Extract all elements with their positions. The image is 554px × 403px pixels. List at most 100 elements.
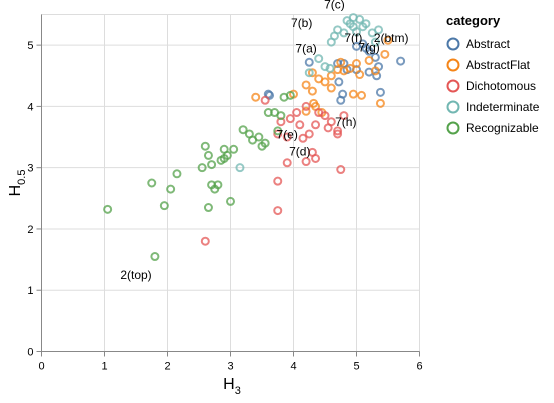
point-recognizable [203, 203, 213, 213]
legend-symbol-recognizable [446, 121, 460, 135]
y-tick-label: 0 [27, 347, 33, 359]
point-abstract [396, 56, 406, 66]
grid-lines [41, 14, 420, 352]
point-recognizable [147, 178, 157, 188]
point-recognizable [150, 252, 160, 262]
point-indeterminate [342, 16, 352, 26]
point-recognizable [166, 184, 176, 194]
point-abstract [375, 87, 385, 97]
point-recognizable [285, 90, 295, 100]
x-tick-label: 4 [290, 361, 296, 373]
x-tick-label: 5 [353, 361, 359, 373]
point-abstractflat [336, 57, 346, 67]
point-indeterminate [348, 22, 358, 32]
point-abstractflat [357, 90, 367, 100]
point-abstractflat [380, 49, 390, 59]
annotation-label: 7(h) [335, 115, 356, 129]
x-tick-label: 6 [416, 361, 422, 373]
point-dichotomous [295, 120, 305, 130]
x-axis: 0 1 2 3 4 5 6 [38, 351, 423, 373]
point-dichotomous [311, 120, 321, 130]
point-dichotomous [273, 129, 283, 139]
annotation-label: 2(top) [120, 268, 151, 282]
point-indeterminate [361, 19, 371, 29]
legend-label: AbstractFlat [466, 58, 531, 72]
annotation-label: 7(b) [291, 16, 312, 30]
point-dichotomous [326, 117, 336, 127]
legend-symbol-abstract [446, 37, 460, 51]
point-abstract [304, 57, 314, 67]
point-dichotomous [282, 158, 292, 168]
point-recognizable [238, 125, 248, 135]
point-abstractflat [301, 80, 311, 90]
point-abstract [334, 77, 344, 87]
point-indeterminate [304, 68, 314, 78]
x-tick-label: 2 [164, 361, 170, 373]
legend-label: Abstract [466, 37, 511, 51]
point-recognizable [213, 180, 223, 190]
point-dichotomous [260, 95, 270, 105]
x-tick-label: 0 [38, 361, 44, 373]
point-dichotomous [273, 206, 283, 216]
point-indeterminate [370, 37, 380, 47]
point-recognizable [207, 160, 217, 170]
legend-symbol-indeterminate [446, 100, 460, 114]
point-abstractflat [370, 66, 380, 76]
y-tick-label: 3 [27, 163, 33, 175]
point-abstractflat [352, 59, 361, 69]
point-recognizable [229, 144, 239, 154]
point-dichotomous [311, 153, 321, 163]
point-dichotomous [200, 236, 210, 246]
y-axis-title: H0.5 [7, 170, 28, 197]
point-abstractflat [348, 89, 358, 99]
point-dichotomous [333, 126, 343, 136]
point-dichotomous [285, 114, 295, 124]
point-abstractflat [355, 70, 365, 80]
point-dichotomous [301, 101, 311, 111]
annotation-label: 7(a) [295, 41, 316, 55]
point-recognizable [159, 201, 169, 211]
point-recognizable [226, 196, 235, 206]
point-dichotomous [282, 132, 292, 142]
x-tick-label: 3 [227, 361, 233, 373]
y-axis: 0 1 2 3 4 5 [27, 14, 42, 359]
legend-label: Recognizable [466, 121, 539, 135]
legend: category Abstract AbstractFlat Dichotomous… [446, 13, 540, 135]
point-indeterminate [325, 63, 335, 73]
legend-symbol-abstractflat [446, 58, 460, 72]
y-tick-label: 4 [27, 101, 33, 113]
point-indeterminate [320, 62, 330, 72]
point-dichotomous [301, 157, 311, 167]
point-abstractflat [314, 74, 324, 84]
annotation-label: 7(g) [358, 40, 379, 54]
annotation-label: 7(c) [324, 0, 345, 11]
annotation-label: 7(d) [289, 144, 310, 158]
point-abstractflat [326, 71, 336, 81]
point-dichotomous [333, 129, 343, 139]
legend-title: category [446, 13, 501, 28]
point-abstractflat [345, 63, 355, 73]
point-abstractflat [301, 106, 311, 116]
point-abstractflat [383, 35, 393, 45]
point-indeterminate [355, 14, 365, 24]
point-dichotomous [298, 133, 308, 143]
point-abstractflat [364, 55, 374, 65]
x-axis-title: H3 [223, 376, 241, 397]
point-recognizable [103, 204, 113, 214]
point-recognizable [222, 150, 232, 160]
point-indeterminate [374, 25, 384, 35]
point-abstract [265, 90, 275, 100]
point-recognizable [260, 138, 270, 148]
legend-symbol-dichotomous [446, 79, 460, 93]
point-indeterminate [339, 28, 349, 38]
point-recognizable [254, 132, 264, 142]
point-indeterminate [314, 54, 324, 64]
point-recognizable [203, 150, 213, 160]
annotations: 7(c) 7(b) 2(btm) 7(f) 7(a) 7(g) 7(h) 7(e) 7(d) 2(… [120, 0, 408, 282]
point-recognizable [276, 111, 286, 121]
annotation-label: 7(f) [344, 31, 362, 45]
point-recognizable [172, 169, 182, 179]
point-abstract [364, 46, 374, 56]
legend-label: Dichotomous [466, 79, 536, 93]
